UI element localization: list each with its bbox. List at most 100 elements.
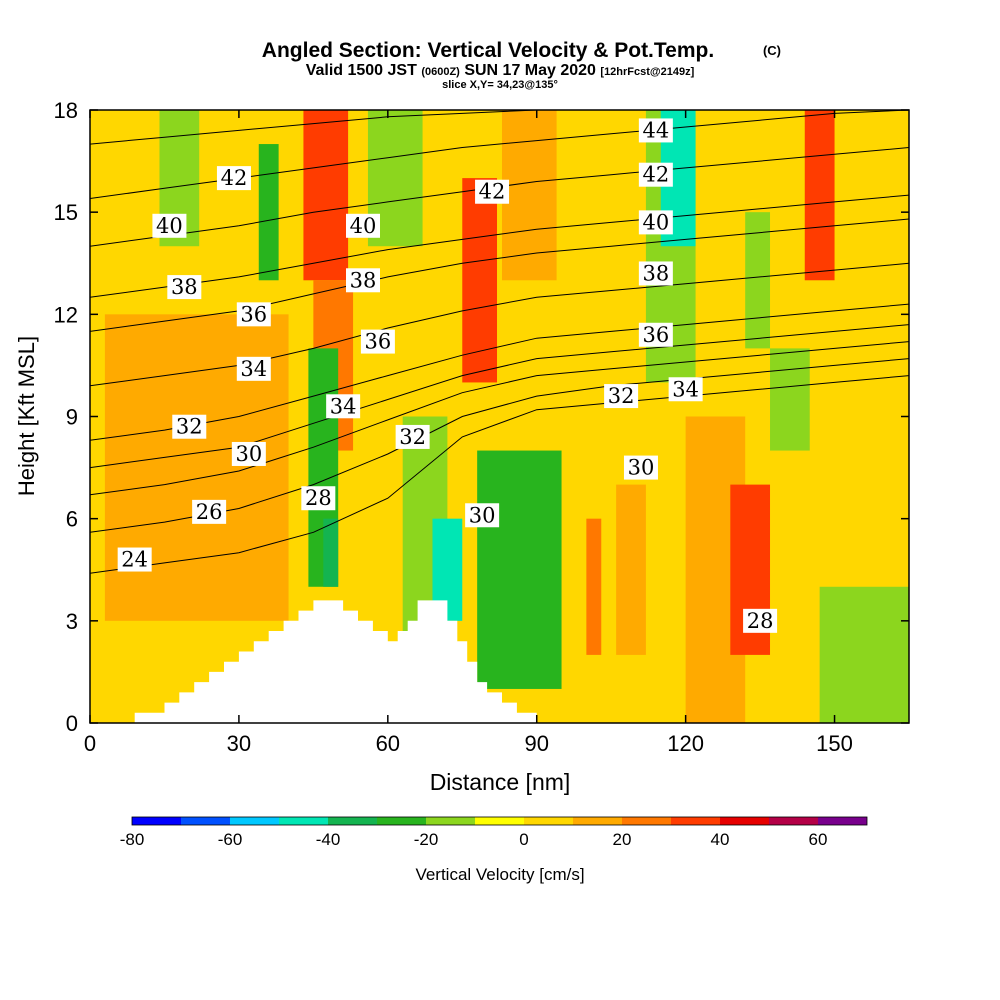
contour-label: 32 <box>399 425 426 449</box>
subtitle-zulu: (0600Z) <box>421 66 460 78</box>
contour-label-box <box>604 384 639 409</box>
contour-label: 38 <box>350 268 377 292</box>
contour-label-box <box>475 179 510 204</box>
contour-label: 30 <box>235 442 262 466</box>
theta-contour-line <box>90 303 909 441</box>
y-axis-label: Height [Kft MSL] <box>14 336 39 496</box>
contour-label-box <box>623 455 658 480</box>
contour-label-box <box>346 213 380 238</box>
x-tick-label: 120 <box>667 731 704 756</box>
contour-label: 38 <box>171 275 198 299</box>
subtitle-valid: Valid 1500 JST <box>306 62 417 79</box>
contour-label: 38 <box>642 261 669 285</box>
colorbar-tick-label: 0 <box>519 830 528 849</box>
y-tick-label: 0 <box>66 711 78 736</box>
x-tick-label: 150 <box>816 731 853 756</box>
y-tick-label: 6 <box>66 507 78 532</box>
contour-label: 24 <box>121 548 148 572</box>
colorbar-label: Vertical Velocity [cm/s] <box>415 865 584 884</box>
contour-label-box <box>216 166 251 191</box>
contour-label: 40 <box>642 210 669 234</box>
colorbar-swatch <box>573 817 622 825</box>
velocity-cell <box>258 144 279 281</box>
contour-labels: 24 26 28 30 32 34 36 38 40 42 44 40 38 36 34 32 30 42 42 40… <box>117 118 778 633</box>
theta-contour-line <box>90 324 909 469</box>
chart-subtitle: Valid 1500 JST (0600Z) SUN 17 May 2020 [… <box>306 62 695 79</box>
colorbar-swatch <box>426 817 475 825</box>
x-tick-label: 0 <box>84 731 96 756</box>
colorbar-swatch <box>524 817 573 825</box>
contour-label: 40 <box>350 214 377 238</box>
colorbar-frame <box>131 816 868 826</box>
contour-label-box <box>172 414 207 439</box>
contour-label-box <box>346 268 380 293</box>
x-tick-label: 60 <box>376 731 400 756</box>
velocity-cell <box>323 518 339 587</box>
colorbar-swatch <box>475 817 524 825</box>
contour-label-box <box>236 302 271 327</box>
contour-label-box <box>117 547 152 572</box>
velocity-cell <box>477 450 562 689</box>
x-axis: 0 30 60 90 120 150 <box>84 110 853 756</box>
contour-label: 36 <box>642 323 669 347</box>
x-axis-label: Distance [nm] <box>430 769 571 795</box>
contour-label: 30 <box>469 503 496 527</box>
velocity-cell <box>770 348 810 451</box>
colorbar-tick-label: 60 <box>809 830 828 849</box>
contour-label-box <box>638 162 673 187</box>
chart-title: Angled Section: Vertical Velocity & Pot.… <box>262 39 714 62</box>
chart-title-suffix: (C) <box>763 43 781 58</box>
velocity-cell <box>303 110 349 281</box>
contour-label: 32 <box>608 384 635 408</box>
theta-contour-line <box>90 341 909 496</box>
contour-label: 34 <box>672 377 699 401</box>
contour-label: 42 <box>479 180 506 204</box>
theta-contour-line <box>90 375 909 574</box>
contour-label: 34 <box>330 394 357 418</box>
contour-label: 28 <box>305 486 332 510</box>
velocity-cell <box>586 518 602 655</box>
velocity-cell <box>616 484 646 655</box>
contour-label-box <box>326 394 361 419</box>
colorbar: -80 -60 -40 -20 0 20 40 60 <box>120 816 868 849</box>
contour-label-box <box>236 356 271 381</box>
contour-label: 40 <box>156 214 183 238</box>
y-tick-label: 15 <box>54 200 78 225</box>
theta-contour-line <box>90 358 909 533</box>
contour-label-box <box>668 377 703 402</box>
contour-label-box <box>638 118 673 143</box>
subtitle-date: SUN 17 May 2020 <box>464 62 596 79</box>
contour-label-box <box>465 503 500 528</box>
y-tick-label: 3 <box>66 609 78 634</box>
velocity-cell <box>804 110 835 281</box>
contour-label: 42 <box>642 163 669 187</box>
colorbar-tick-label: -60 <box>218 830 243 849</box>
velocity-cell <box>501 110 557 281</box>
colorbar-swatch <box>230 817 279 825</box>
colorbar-tick-label: 40 <box>711 830 730 849</box>
contour-label-box <box>743 608 778 633</box>
velocity-cell <box>745 212 771 349</box>
contour-label-box <box>152 213 187 238</box>
contour-label: 28 <box>747 609 774 633</box>
y-tick-label: 18 <box>54 98 78 123</box>
velocity-cell <box>462 178 498 383</box>
slice-info: slice X,Y= 34,23@135° <box>442 79 558 91</box>
contour-label-box <box>360 329 395 354</box>
theta-contour-line <box>90 262 909 387</box>
contour-label: 36 <box>240 302 267 326</box>
contour-label-box <box>638 261 673 286</box>
colorbar-swatch <box>622 817 671 825</box>
theta-contour-line <box>90 218 909 332</box>
contour-label: 34 <box>240 357 267 381</box>
contour-label-box <box>638 322 673 347</box>
terrain <box>90 600 909 723</box>
colorbar-tick-label: -80 <box>120 830 145 849</box>
colorbar-swatch <box>181 817 230 825</box>
colorbar-swatch <box>818 817 867 825</box>
contour-label-box <box>395 424 430 449</box>
contour-label: 44 <box>642 118 669 142</box>
theta-contour-line <box>90 110 537 145</box>
